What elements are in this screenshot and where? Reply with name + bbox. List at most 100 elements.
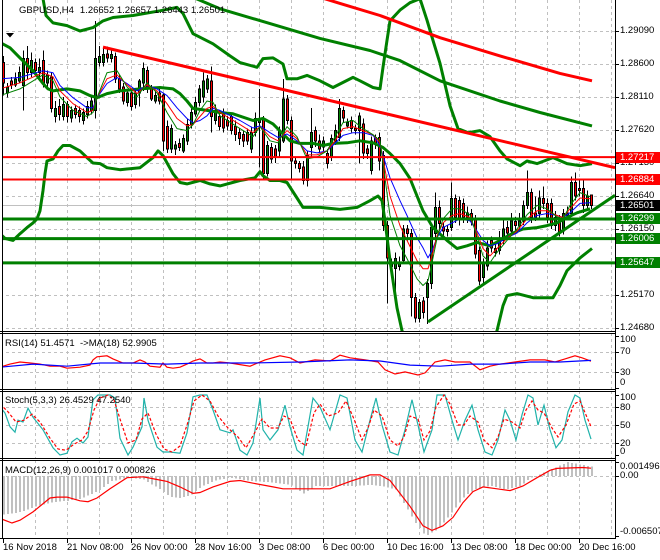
macd-histogram-bar	[411, 475, 413, 517]
bull-candle	[170, 128, 173, 150]
macd-histogram-bar	[275, 475, 277, 483]
macd-histogram-bar	[331, 475, 333, 487]
bull-candle	[190, 111, 193, 126]
macd-histogram-bar	[439, 475, 441, 527]
macd-histogram-bar	[423, 475, 425, 534]
macd-histogram-bar	[171, 475, 173, 498]
macd-histogram-bar	[143, 475, 145, 480]
macd-histogram-bar	[399, 475, 401, 497]
bear-candle	[234, 126, 237, 136]
macd-histogram-bar	[195, 475, 197, 492]
bear-candle	[10, 80, 13, 86]
bear-candle	[106, 53, 109, 59]
time-axis-label: 16 Nov 2018	[3, 542, 57, 553]
descending-resistance-trendline[interactable]	[102, 45, 615, 170]
bull-candle	[266, 144, 269, 175]
bear-candle	[50, 76, 53, 109]
price-axis-label: 1.27620	[620, 124, 655, 136]
bear-candle	[42, 60, 45, 84]
stoch-axis-label: 50	[620, 419, 631, 431]
bull-candle	[54, 107, 57, 118]
price-axis-label: 1.25170	[620, 289, 655, 301]
macd-histogram-bar	[483, 475, 485, 488]
bear-candle	[314, 130, 317, 142]
bull-candle	[94, 58, 97, 111]
macd-histogram-bar	[319, 475, 321, 487]
macd-histogram-bar	[499, 475, 501, 489]
macd-histogram-bar	[491, 475, 493, 487]
main-price-chart[interactable]	[0, 0, 615, 391]
macd-histogram-bar	[527, 475, 529, 481]
macd-histogram-bar	[103, 475, 105, 488]
macd-histogram-bar	[159, 475, 161, 490]
bear-candle	[342, 109, 345, 119]
bull-candle	[46, 74, 49, 84]
macd-histogram-bar	[475, 475, 477, 489]
bear-candle	[166, 126, 169, 150]
macd-histogram-bar	[187, 475, 189, 497]
macd-histogram-bar	[227, 475, 229, 479]
macd-histogram-bar	[551, 469, 553, 476]
bear-candle	[378, 136, 381, 162]
macd-histogram-bar	[291, 475, 293, 486]
bear-candle	[270, 146, 273, 160]
macd-histogram-bar	[151, 475, 153, 485]
bear-candle	[474, 218, 477, 255]
bull-candle	[38, 66, 41, 74]
macd-histogram-bar	[555, 467, 557, 476]
bear-candle	[162, 94, 165, 142]
time-axis-label: 21 Nov 08:00	[67, 542, 124, 553]
bull-candle	[22, 58, 25, 87]
macd-histogram-bar	[127, 475, 129, 478]
macd-histogram-bar	[463, 475, 465, 498]
bear-candle	[406, 228, 409, 235]
macd-histogram-bar	[531, 475, 533, 478]
bear-candle	[414, 297, 417, 319]
bull-candle	[206, 78, 209, 90]
macd-histogram-bar	[47, 475, 49, 504]
macd-histogram-bar	[459, 475, 461, 503]
macd-histogram-bar	[567, 461, 569, 476]
macd-histogram-bar	[75, 475, 77, 500]
bear-candle	[238, 132, 241, 140]
bull-candle	[310, 132, 313, 148]
macd-histogram-bar	[271, 475, 273, 483]
macd-subwindow[interactable]	[0, 460, 615, 538]
bear-candle	[446, 229, 449, 233]
bull-candle	[570, 182, 573, 214]
bear-candle	[34, 62, 37, 72]
macd-histogram-bar	[503, 475, 505, 490]
macd-histogram-bar	[239, 475, 241, 480]
stoch-axis-label: 100	[620, 392, 636, 403]
bear-candle	[210, 80, 213, 118]
one-click-trading-toggle[interactable]	[6, 5, 14, 38]
ascending-support-trendline[interactable]	[427, 194, 615, 324]
macd-histogram-bar	[507, 475, 509, 490]
bear-candle	[354, 128, 357, 132]
stoch-k-line	[3, 394, 592, 457]
rsi-subwindow[interactable]	[0, 333, 615, 389]
macd-histogram-bar	[579, 464, 581, 476]
macd-histogram-bar	[471, 475, 473, 492]
stochastic-subwindow[interactable]	[0, 391, 615, 458]
macd-histogram-bar	[115, 475, 117, 481]
time-axis-label: 6 Dec 00:00	[323, 542, 375, 553]
bear-candle	[150, 88, 153, 100]
bear-candle	[422, 300, 425, 313]
price-scale[interactable]	[616, 0, 660, 538]
ma-thin-green-line	[3, 70, 591, 286]
bear-candle	[58, 105, 61, 115]
macd-histogram-bar	[547, 470, 549, 476]
macd-histogram-bar	[335, 475, 337, 487]
price-axis-label: 1.26640	[620, 190, 655, 202]
current-price-tag: 1.26501	[616, 199, 660, 211]
time-axis-label: 26 Nov 00:00	[131, 542, 188, 553]
macd-histogram-bar	[363, 475, 365, 486]
rsi-ma-line	[3, 359, 592, 368]
bull-candle	[6, 86, 9, 94]
price-axis-label: 1.28600	[620, 58, 655, 70]
macd-histogram-bar	[519, 475, 521, 487]
macd-histogram-bar	[495, 475, 497, 488]
macd-histogram-bar	[39, 475, 41, 506]
